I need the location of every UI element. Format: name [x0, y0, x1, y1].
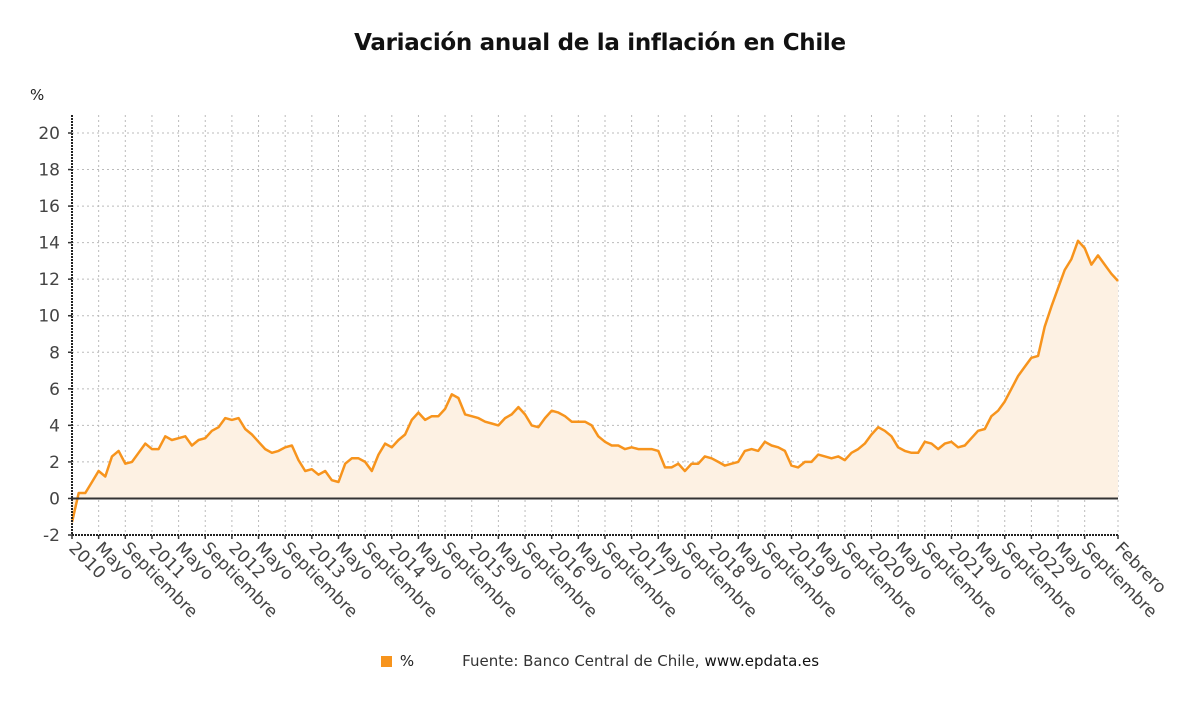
y-tick-label: 10 — [38, 307, 60, 327]
legend: % Fuente: Banco Central de Chile, www.ep… — [0, 652, 1200, 670]
axes — [71, 115, 1118, 536]
source-link[interactable]: www.epdata.es — [704, 652, 820, 670]
y-tick-label: 16 — [38, 197, 60, 217]
chart-title: Variación anual de la inflación en Chile — [354, 30, 846, 56]
y-tick-label: -2 — [43, 526, 60, 546]
y-tick-label: 8 — [49, 343, 60, 363]
y-tick-label: 20 — [38, 124, 60, 144]
y-tick-label: 12 — [38, 270, 60, 290]
y-tick-label: 0 — [49, 489, 60, 509]
y-tick-label: 18 — [38, 161, 60, 181]
source-text: Fuente: Banco Central de Chile, — [462, 652, 700, 670]
y-tick-label: 14 — [38, 234, 60, 254]
y-tick-label: 2 — [49, 453, 60, 473]
y-axis-label: % — [30, 86, 44, 104]
series-area — [72, 240, 1118, 523]
y-ticks: -2 0 2 4 6 8 10 12 14 16 18 20 — [38, 124, 72, 546]
area-layer — [70, 239, 1119, 523]
series-line — [70, 239, 1119, 523]
x-ticks: 2010MayoSeptiembre2011MayoSeptiembre2012… — [64, 535, 1170, 622]
y-tick-label: 6 — [49, 380, 60, 400]
y-tick-label: 4 — [49, 416, 60, 436]
legend-label: % — [399, 652, 415, 670]
legend-swatch — [380, 655, 392, 667]
